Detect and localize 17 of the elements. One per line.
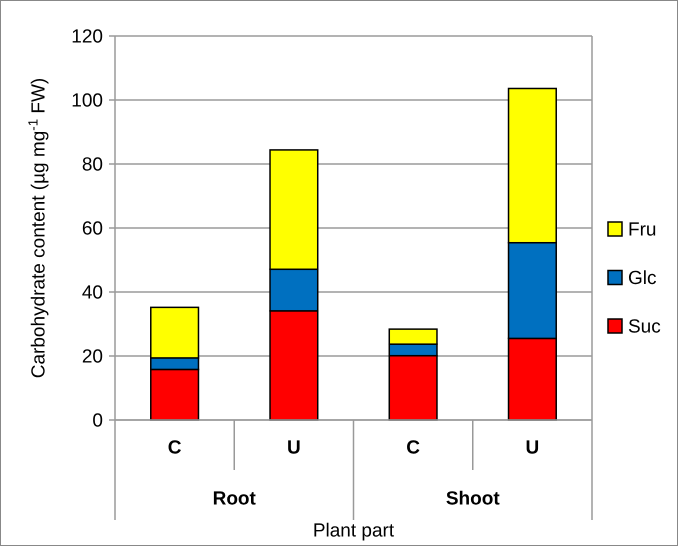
text: Shoot (446, 488, 500, 510)
legend-label: Fru (628, 220, 656, 241)
y-tick-label: 80 (82, 154, 103, 176)
x-tick-label: C (168, 438, 182, 459)
y-tick-label: 60 (82, 218, 103, 240)
legend-label: Glc (628, 268, 656, 290)
legend-label: Suc (628, 316, 661, 338)
y-tick-label: 100 (71, 90, 103, 112)
x-axis-title: Plant part (312, 520, 395, 542)
y-tick-label: 120 (71, 26, 103, 48)
x-tick-label: C (406, 438, 420, 459)
x-tick-label: U (526, 438, 540, 459)
y-tick-label: 20 (82, 346, 103, 368)
x-tick-label: U (287, 438, 301, 459)
y-tick-label: 0 (92, 410, 103, 432)
text: Root (212, 488, 257, 510)
y-tick-label: 40 (82, 282, 103, 304)
